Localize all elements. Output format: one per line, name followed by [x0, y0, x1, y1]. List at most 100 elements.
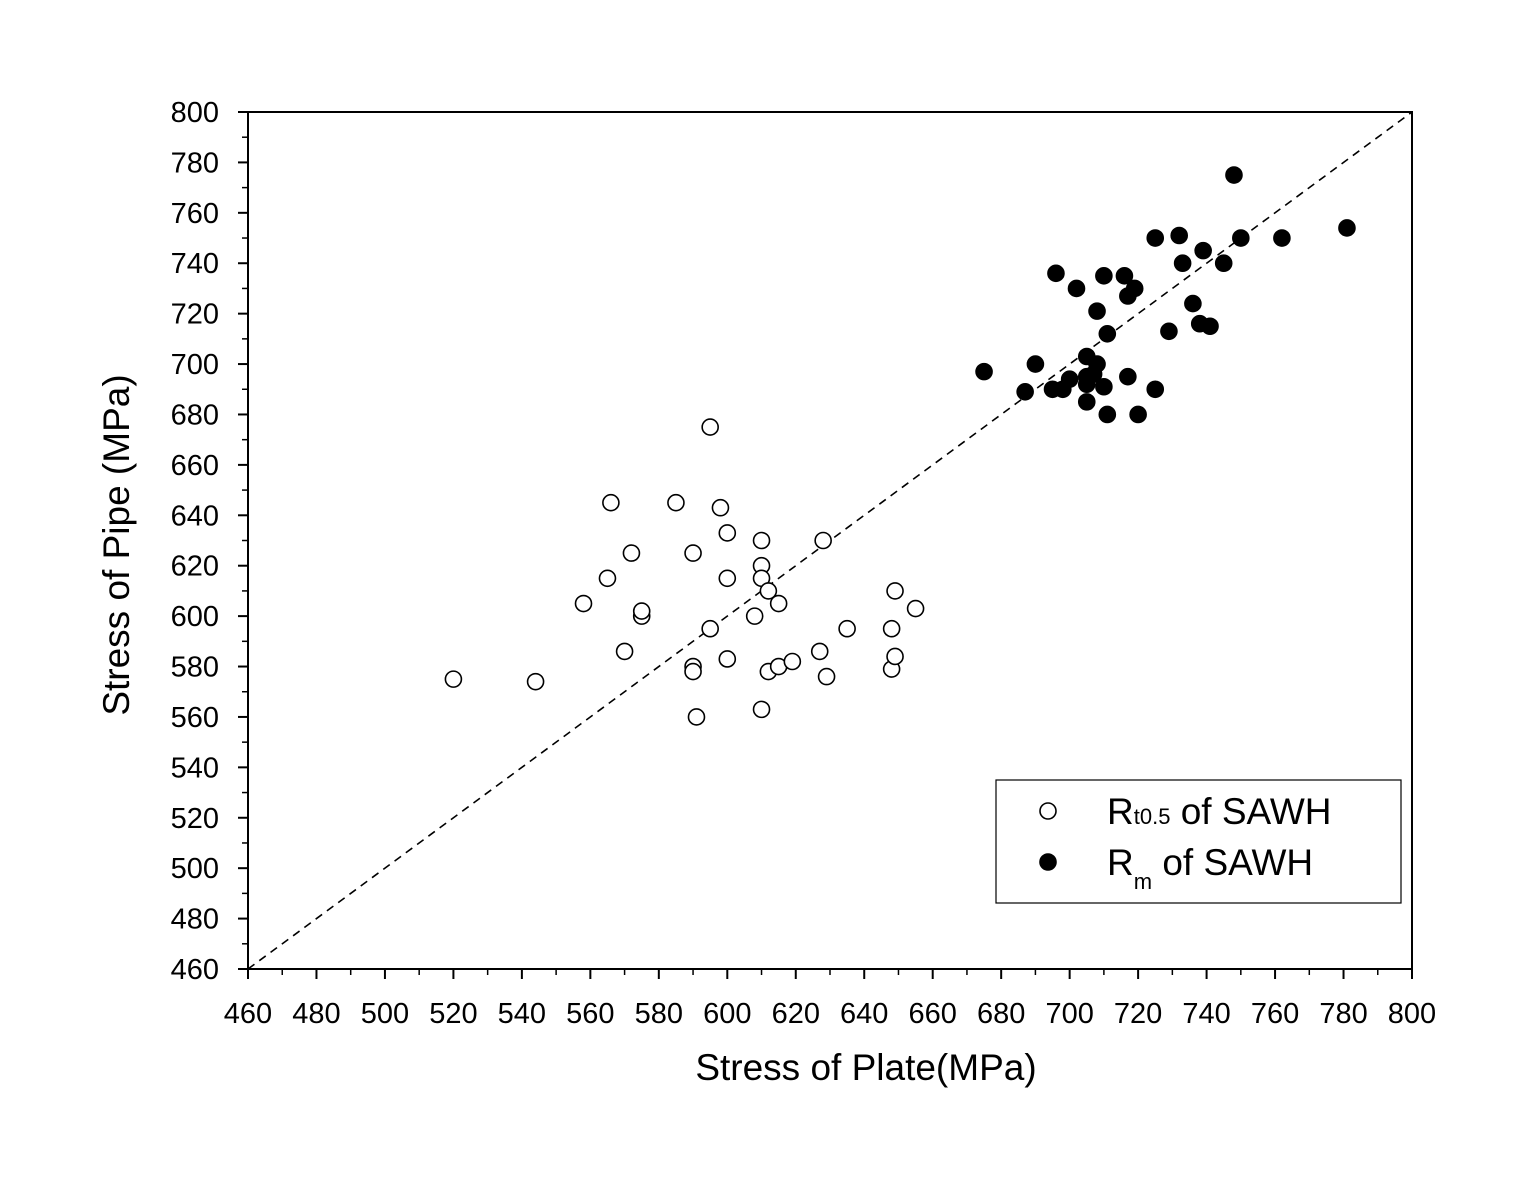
- rt05-data-point: [622, 544, 641, 562]
- y-tick-label: 700: [171, 349, 219, 381]
- rm-data-point: [1098, 405, 1117, 424]
- legend-label-rm-main: R: [1107, 842, 1134, 883]
- x-tick-label: 540: [498, 998, 546, 1030]
- x-tick-label: 720: [1114, 998, 1162, 1030]
- y-tick-label: 680: [171, 399, 219, 431]
- rt05-data-point: [759, 582, 778, 600]
- rm-data-point: [1173, 254, 1192, 273]
- rt05-data-point: [814, 531, 832, 550]
- y-tick-label: 560: [171, 702, 219, 734]
- x-tick-label: 800: [1388, 998, 1436, 1030]
- y-axis: 460 480 500 520 540 560 580 600 620 640 660 680 700 7…: [171, 97, 248, 986]
- y-tick-label: 520: [171, 803, 219, 835]
- rt05-data-point: [526, 672, 545, 691]
- rm-data-point: [1077, 393, 1096, 411]
- legend-label-rm: Rm of SAWH: [1107, 842, 1313, 894]
- rt05-data-point: [718, 524, 737, 542]
- x-tick-label: 620: [772, 998, 820, 1030]
- x-tick-label: 700: [1045, 998, 1093, 1030]
- legend-label-rm-sub: m: [1134, 869, 1152, 894]
- rm-data-point: [1060, 370, 1079, 388]
- rt05-data-point: [886, 582, 904, 600]
- rt05-data-point: [718, 650, 737, 668]
- x-tick-label: 500: [361, 998, 409, 1030]
- rt05-data-point: [838, 619, 856, 638]
- x-tick-label: 780: [1319, 998, 1367, 1030]
- rt05-data-point: [615, 642, 634, 661]
- rt05-data-point: [752, 700, 771, 719]
- y-tick-label: 500: [171, 853, 219, 885]
- legend-label-rm-rest: of SAWH: [1152, 842, 1313, 883]
- y-tick-label: 540: [171, 752, 219, 784]
- x-axis-title: Stress of Plate(MPa): [695, 1047, 1036, 1088]
- y-tick-label: 460: [171, 954, 219, 986]
- x-tick-label: 560: [566, 998, 614, 1030]
- rt05-data-point: [667, 493, 685, 512]
- rt05-data-point: [783, 652, 802, 671]
- rt05-data-point: [684, 544, 702, 562]
- rt05-data-point: [701, 418, 719, 436]
- rm-data-point: [1170, 226, 1188, 245]
- y-tick-label: 640: [171, 500, 219, 532]
- y-tick-label: 580: [171, 652, 219, 684]
- x-tick-label: 580: [635, 998, 683, 1030]
- y-tick-label: 780: [171, 147, 219, 179]
- rm-data-point: [1067, 279, 1086, 298]
- x-tick-label: 680: [977, 998, 1025, 1030]
- rm-data-point: [1146, 380, 1165, 399]
- rm-data-point: [1184, 294, 1202, 313]
- legend-box: [995, 779, 1402, 904]
- rm-data-point: [1047, 264, 1065, 283]
- x-tick-label: 480: [292, 998, 340, 1030]
- rt05-data-point: [598, 569, 617, 588]
- x-tick-label: 600: [703, 998, 751, 1030]
- rm-data-point: [1088, 302, 1106, 320]
- rt05-data-point: [752, 531, 771, 550]
- y-tick-label: 600: [171, 601, 219, 633]
- rm-data-point: [1338, 219, 1356, 237]
- legend-marker-open-circle: [1039, 802, 1057, 820]
- reference-diagonal-line: [247, 111, 1413, 970]
- y-axis-title: Stress of Pipe (MPa): [96, 374, 137, 715]
- rt05-data-point: [684, 662, 702, 681]
- y-tick-label: 740: [171, 248, 219, 280]
- rm-data-point: [1273, 229, 1291, 247]
- rm-data-point: [1095, 377, 1113, 396]
- rt05-data-point: [687, 708, 706, 726]
- y-tick-label: 720: [171, 299, 219, 331]
- legend-label-rt05-main: R: [1107, 791, 1134, 832]
- legend-label-rt05-rest: of SAWH: [1170, 791, 1331, 832]
- rt05-data-point: [906, 599, 925, 618]
- y-tick-label: 480: [171, 904, 219, 936]
- rt05-data-point: [701, 619, 719, 638]
- legend-marker-filled-circle: [1039, 853, 1057, 871]
- x-tick-label: 520: [429, 998, 477, 1030]
- x-tick-label: 460: [224, 998, 272, 1030]
- y-tick-label: 800: [171, 97, 219, 129]
- rm-data-point: [1115, 267, 1134, 285]
- legend-label-rt05: Rt0.5 of SAWH: [1107, 791, 1331, 832]
- x-tick-label: 760: [1251, 998, 1299, 1030]
- rm-data-point: [1201, 317, 1219, 336]
- rt05-data-point: [632, 602, 651, 620]
- y-tick-label: 660: [171, 450, 219, 482]
- rm-data-point: [1088, 355, 1106, 373]
- rt05-data-point: [718, 569, 737, 588]
- rt05-data-point: [769, 594, 788, 613]
- rm-data-point: [1125, 279, 1144, 298]
- rm-data-point: [1119, 367, 1137, 386]
- legend-label-rt05-sub: t0.5: [1134, 804, 1171, 829]
- rm-data-point: [1232, 229, 1250, 247]
- rt05-data-point: [886, 647, 904, 666]
- rm-data-point: [1214, 254, 1233, 273]
- rt05-data-point: [882, 619, 901, 638]
- x-tick-label: 640: [840, 998, 888, 1030]
- rm-data-point: [1225, 166, 1243, 184]
- rt05-data-point: [745, 607, 764, 625]
- rm-data-point: [1160, 322, 1178, 341]
- rm-data-point: [1129, 405, 1147, 424]
- y-tick-label: 620: [171, 551, 219, 583]
- rm-data-point: [1146, 229, 1165, 247]
- data-points: [444, 166, 1356, 726]
